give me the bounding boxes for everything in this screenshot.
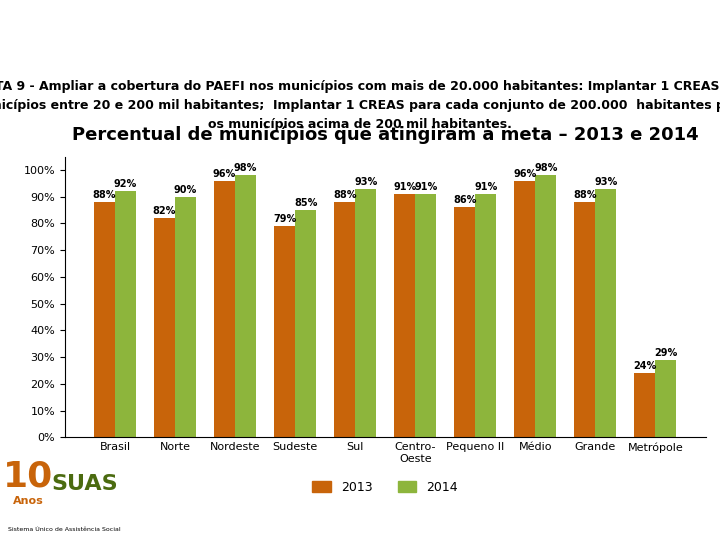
Bar (536, 176, 557, 437)
Text: 98%: 98% (534, 163, 557, 173)
Bar (415, 194, 436, 437)
Text: 91%: 91% (474, 182, 498, 192)
Bar (175, 197, 196, 437)
Text: 93%: 93% (594, 177, 618, 186)
Bar (334, 202, 355, 437)
Bar (514, 181, 536, 437)
Text: 92%: 92% (114, 179, 137, 189)
Title: Percentual de municípios que atingiram a meta – 2013 e 2014: Percentual de municípios que atingiram a… (72, 125, 698, 144)
Bar (634, 373, 655, 437)
Text: Sistema Único de Assistência Social: Sistema Único de Assistência Social (9, 527, 121, 532)
Text: 24%: 24% (634, 361, 657, 371)
Bar (475, 194, 496, 437)
Bar (115, 191, 136, 437)
Bar (575, 202, 595, 437)
Text: 85%: 85% (294, 198, 318, 208)
Text: Anos: Anos (13, 496, 44, 506)
Text: 86%: 86% (453, 195, 477, 205)
Text: META 9 - Ampliar a cobertura do PAEFI nos municípios com mais de 20.000 habitant: META 9 - Ampliar a cobertura do PAEFI no… (0, 80, 720, 131)
Text: PÁTRIA  EDUCADORA: PÁTRIA EDUCADORA (582, 57, 656, 62)
Bar (94, 202, 115, 437)
Bar (454, 207, 475, 437)
Text: SUAS: SUAS (51, 474, 117, 494)
Legend: 2013, 2014: 2013, 2014 (307, 476, 463, 498)
Text: 90%: 90% (174, 185, 197, 194)
Bar (154, 218, 175, 437)
Text: 88%: 88% (333, 190, 356, 200)
Bar (295, 210, 316, 437)
Bar (395, 194, 415, 437)
Bar (655, 360, 677, 437)
Text: 96%: 96% (213, 168, 236, 179)
Text: BRASIL: BRASIL (569, 22, 670, 46)
Bar (235, 176, 256, 437)
Text: 91%: 91% (393, 182, 416, 192)
Text: 93%: 93% (354, 177, 377, 186)
Text: 96%: 96% (513, 168, 536, 179)
Text: 88%: 88% (573, 190, 597, 200)
Text: 91%: 91% (414, 182, 437, 192)
Text: Ministério do
Desenvolvimento Social e
Combate à Fome: Ministério do Desenvolvimento Social e C… (207, 14, 369, 51)
Text: 98%: 98% (234, 163, 257, 173)
Bar (355, 188, 376, 437)
Text: GOVERNO FEDERAL: GOVERNO FEDERAL (581, 6, 657, 13)
Bar (595, 188, 616, 437)
Text: 79%: 79% (273, 214, 296, 224)
Text: 10: 10 (4, 460, 53, 494)
Text: 82%: 82% (153, 206, 176, 216)
Text: 88%: 88% (93, 190, 116, 200)
Bar (214, 181, 235, 437)
Text: 29%: 29% (654, 348, 678, 357)
Bar (274, 226, 295, 437)
